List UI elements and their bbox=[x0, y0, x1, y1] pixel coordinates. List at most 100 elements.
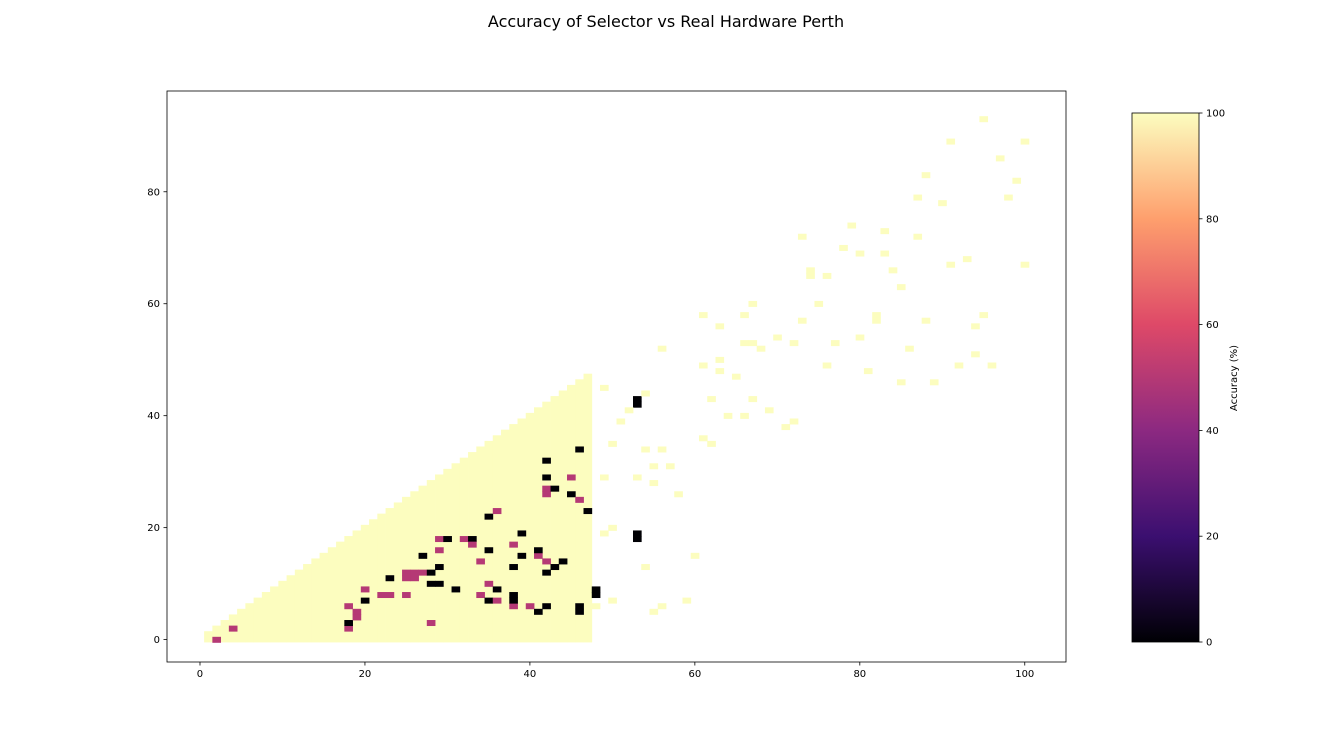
heatmap-cell bbox=[962, 256, 972, 263]
colorbar-label: Accuracy (%) bbox=[1229, 345, 1240, 411]
heatmap-cell bbox=[542, 485, 551, 492]
dense-column bbox=[303, 564, 312, 643]
heatmap-cell bbox=[534, 547, 543, 554]
heatmap-cell bbox=[435, 564, 444, 571]
heatmap-cell bbox=[542, 474, 551, 481]
heatmap-cell bbox=[657, 446, 667, 453]
heatmap-cell bbox=[987, 362, 997, 369]
heatmap-cells bbox=[204, 116, 1030, 643]
heatmap-cell bbox=[459, 536, 469, 543]
heatmap-cell bbox=[591, 603, 601, 610]
heatmap-cell bbox=[822, 362, 832, 369]
heatmap-cell bbox=[352, 608, 362, 615]
heatmap-cell bbox=[575, 446, 584, 453]
heatmap-cell bbox=[649, 480, 659, 487]
heatmap-cell bbox=[567, 474, 576, 481]
heatmap-cell bbox=[756, 345, 766, 352]
heatmap-cell bbox=[781, 424, 791, 431]
heatmap-cell bbox=[748, 340, 758, 347]
heatmap-cell bbox=[880, 228, 890, 235]
dense-column bbox=[492, 435, 502, 643]
heatmap-cell bbox=[550, 485, 560, 492]
dense-column bbox=[393, 502, 403, 643]
heatmap-cell bbox=[748, 300, 758, 307]
heatmap-cell bbox=[855, 334, 865, 341]
x-tick-label: 100 bbox=[1015, 669, 1034, 680]
dense-column bbox=[501, 429, 510, 643]
dense-column bbox=[575, 379, 584, 643]
dense-column bbox=[336, 541, 345, 643]
heatmap-cell bbox=[360, 586, 370, 593]
heatmap-cell bbox=[723, 412, 733, 419]
heatmap-cell bbox=[525, 603, 535, 610]
heatmap-cell bbox=[435, 547, 444, 554]
heatmap-cell bbox=[402, 592, 411, 599]
heatmap-cell bbox=[674, 491, 683, 498]
heatmap-cell bbox=[905, 345, 914, 352]
heatmap-cell bbox=[1012, 177, 1022, 184]
heatmap-cell bbox=[534, 608, 543, 615]
heatmap-cell bbox=[929, 379, 939, 386]
heatmap-cell bbox=[1020, 138, 1030, 145]
dense-column bbox=[410, 491, 419, 643]
heatmap-cell bbox=[921, 172, 931, 179]
dense-column bbox=[212, 625, 222, 643]
heatmap-cell bbox=[698, 362, 708, 369]
heatmap-cell bbox=[212, 636, 222, 643]
heatmap-cell bbox=[839, 244, 848, 251]
heatmap-cell bbox=[377, 592, 386, 599]
heatmap-cell bbox=[1004, 194, 1013, 201]
dense-column bbox=[534, 407, 543, 643]
y-tick-label: 40 bbox=[147, 411, 160, 422]
heatmap-cell bbox=[715, 356, 725, 363]
heatmap-cell bbox=[665, 463, 675, 470]
heatmap-cell bbox=[880, 250, 890, 257]
colorbar-tick-label: 100 bbox=[1206, 109, 1225, 120]
dense-column bbox=[567, 384, 576, 643]
dense-column bbox=[459, 457, 469, 643]
heatmap-cell bbox=[888, 267, 898, 274]
heatmap-cell bbox=[228, 625, 238, 632]
heatmap-cell bbox=[979, 116, 989, 123]
heatmap-cell bbox=[971, 323, 980, 330]
heatmap-cell bbox=[418, 552, 428, 559]
heatmap-cell bbox=[789, 340, 799, 347]
heatmap-cell bbox=[402, 575, 411, 582]
heatmap-cell bbox=[542, 603, 551, 610]
heatmap-cell bbox=[542, 558, 551, 565]
heatmap-cell bbox=[476, 558, 485, 565]
heatmap-cell bbox=[748, 396, 758, 403]
heatmap-cell bbox=[484, 597, 494, 604]
heatmap-cell bbox=[632, 401, 642, 408]
heatmap-cell bbox=[740, 312, 749, 319]
heatmap-cell bbox=[698, 312, 708, 319]
y-tick-label: 0 bbox=[154, 635, 160, 646]
heatmap-cell bbox=[641, 564, 650, 571]
heatmap-cell bbox=[418, 569, 428, 576]
heatmap-cell bbox=[344, 625, 353, 632]
x-tick-label: 20 bbox=[359, 669, 372, 680]
heatmap-cell bbox=[971, 351, 980, 358]
dense-column bbox=[377, 513, 386, 643]
heatmap-cell bbox=[344, 620, 353, 627]
heatmap-cell bbox=[484, 547, 494, 554]
heatmap-cell bbox=[913, 194, 923, 201]
dense-column bbox=[261, 592, 271, 643]
heatmap-cell bbox=[715, 323, 725, 330]
heatmap-cell bbox=[1020, 261, 1030, 268]
dense-column bbox=[270, 586, 279, 643]
x-tick-label: 80 bbox=[853, 669, 866, 680]
dense-column bbox=[360, 524, 370, 643]
heatmap-cell bbox=[575, 603, 584, 610]
heatmap-cell bbox=[806, 267, 815, 274]
heatmap-cell bbox=[492, 586, 502, 593]
heatmap-cell bbox=[773, 334, 782, 341]
heatmap-cell bbox=[385, 575, 395, 582]
heatmap-cell bbox=[913, 233, 923, 240]
heatmap-cell bbox=[649, 463, 659, 470]
heatmap-cell bbox=[517, 530, 527, 537]
heatmap-cell bbox=[468, 536, 477, 543]
heatmap-cell bbox=[789, 418, 799, 425]
dense-column bbox=[286, 575, 296, 643]
heatmap-cell bbox=[682, 597, 692, 604]
